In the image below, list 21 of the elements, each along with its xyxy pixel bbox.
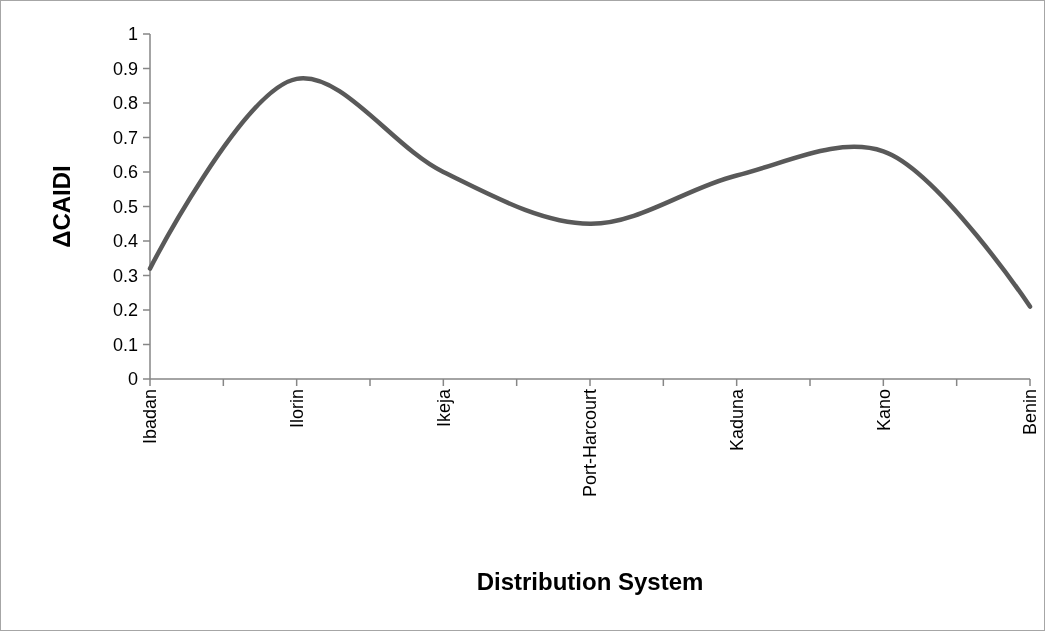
y-tick-label: 0.5 [112,196,138,217]
x-tick-label: Benin [1020,389,1041,436]
y-tick-label: 0.3 [112,265,138,286]
y-axis-title: ΔCAIDI [48,165,76,248]
x-tick-label: Kaduna [726,388,747,452]
x-tick-label: Ibadan [140,389,161,445]
x-axis-title: Distribution System [476,568,704,595]
line-series [147,76,1033,309]
x-tick-label: Kano [873,389,894,432]
y-tick-label: 1 [127,24,138,45]
y-tick-label: 0 [127,369,138,390]
y-tick-label: 0.7 [112,127,138,148]
y-tick-label: 0.1 [112,334,138,355]
y-tick-label: 0.2 [112,300,138,321]
x-tick-label: Ikeja [433,388,454,428]
y-tick-label: 0.8 [112,93,138,114]
x-tick-label: Port-Harcourt [580,389,601,498]
y-tick-label: 0.9 [112,58,138,79]
y-tick-label: 0.4 [112,231,138,252]
x-tick-label: Ilorin [286,389,307,429]
y-tick-label: 0.6 [112,162,138,183]
